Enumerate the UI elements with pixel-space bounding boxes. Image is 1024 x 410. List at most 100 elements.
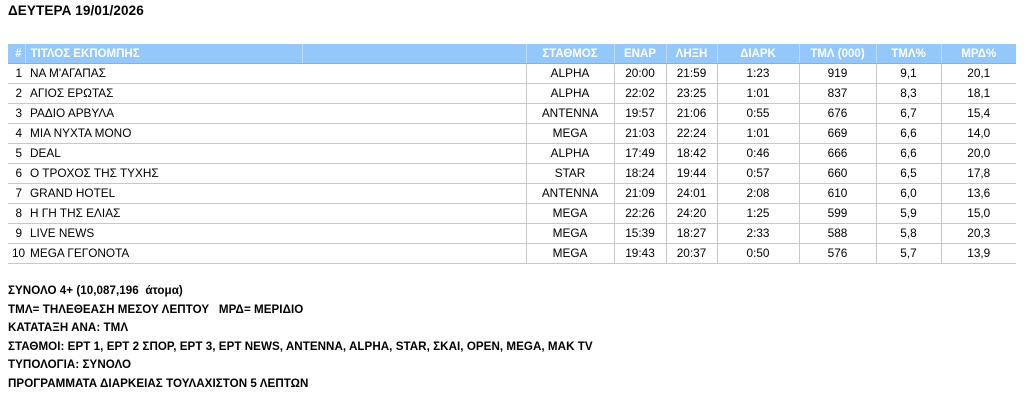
- cell-tml: 576: [799, 243, 877, 264]
- cell-tml: 660: [799, 163, 877, 184]
- cell-tml: 669: [799, 123, 877, 144]
- cell-duration: 2:08: [717, 183, 800, 204]
- cell-title: ΝΑ Μ'ΑΓΑΠΑΣ: [25, 63, 302, 84]
- cell-tml: 588: [799, 223, 877, 244]
- cell-duration: 1:01: [717, 123, 800, 144]
- cell-rank: 8: [8, 203, 25, 224]
- cell-duration: 1:25: [717, 203, 800, 224]
- cell-title: Η ΓΗ ΤΗΣ ΕΛΙΑΣ: [25, 203, 302, 224]
- cell-mrd-pct: 20,3: [941, 223, 1016, 244]
- cell-duration: 1:01: [717, 83, 800, 104]
- cell-end-time: 21:06: [666, 103, 718, 124]
- column-header-tml-pct[interactable]: ΤΜΛ%: [876, 44, 942, 64]
- table-row[interactable]: 3 ΡΑΔΙΟ ΑΡΒΥΛΑ ANTENNA 19:57 21:06 0:55 676 6,7…: [8, 103, 1016, 124]
- cell-mrd-pct: 13,6: [941, 183, 1016, 204]
- cell-start-time: 22:02: [614, 83, 667, 104]
- cell-title: GRAND HOTEL: [25, 183, 302, 204]
- cell-mrd-pct: 15,4: [941, 103, 1016, 124]
- column-header-title[interactable]: ΤΙΤΛΟΣ ΕΚΠΟΜΠΗΣ: [25, 44, 303, 64]
- cell-duration: 0:55: [717, 103, 800, 124]
- cell-title: ΑΓΙΟΣ ΕΡΩΤΑΣ: [25, 83, 302, 104]
- cell-duration: 0:46: [717, 143, 800, 164]
- footer-notes: ΣΥΝΟΛΟ 4+ (10,087,196 άτομα) ΤΜΛ= ΤΗΛΕΘΕΑ…: [8, 282, 593, 393]
- cell-mrd-pct: 18,1: [941, 83, 1016, 104]
- table-row[interactable]: 2 ΑΓΙΟΣ ΕΡΩΤΑΣ ALPHA 22:02 23:25 1:01 837 8,3 18…: [8, 83, 1016, 104]
- cell-tml: 919: [799, 63, 877, 84]
- cell-blank: [302, 223, 527, 244]
- cell-rank: 10: [8, 243, 25, 264]
- cell-tml-pct: 6,5: [876, 163, 942, 184]
- cell-mrd-pct: 15,0: [941, 203, 1016, 224]
- cell-tml: 837: [799, 83, 877, 104]
- column-header-mrd-pct[interactable]: ΜΡΔ%: [941, 44, 1016, 64]
- cell-rank: 9: [8, 223, 25, 244]
- cell-tml: 666: [799, 143, 877, 164]
- cell-tml-pct: 5,9: [876, 203, 942, 224]
- table-header-row: # ΤΙΤΛΟΣ ΕΚΠΟΜΠΗΣ ΣΤΑΘΜΟΣ ΕΝΑΡ ΛΗΞΗ ΔΙΑΡ…: [8, 44, 1016, 64]
- cell-duration: 0:57: [717, 163, 800, 184]
- cell-title: ΜΙΑ ΝΥΧΤΑ ΜΟΝΟ: [25, 123, 302, 144]
- footer-note-line: ΣΤΑΘΜΟΙ: ΕΡΤ 1, ΕΡΤ 2 ΣΠΟΡ, ΕΡΤ 3, ΕΡΤ N…: [8, 339, 593, 353]
- column-header-tml[interactable]: ΤΜΛ (000): [799, 44, 877, 64]
- table-row[interactable]: 1 ΝΑ Μ'ΑΓΑΠΑΣ ALPHA 20:00 21:59 1:23 919 9,1 20,…: [8, 63, 1016, 84]
- table-row[interactable]: 10 MEGA ΓΕΓΟΝΟΤΑ MEGA 19:43 20:37 0:50 576 5,7 1…: [8, 243, 1016, 264]
- cell-station: MEGA: [526, 223, 615, 244]
- column-header-station[interactable]: ΣΤΑΘΜΟΣ: [526, 44, 615, 64]
- cell-duration: 2:33: [717, 223, 800, 244]
- cell-tml-pct: 5,8: [876, 223, 942, 244]
- table-row[interactable]: 5 DEAL ALPHA 17:49 18:42 0:46 666 6,6 20,0: [8, 143, 1016, 164]
- cell-mrd-pct: 13,9: [941, 243, 1016, 264]
- cell-blank: [302, 243, 527, 264]
- table-row[interactable]: 7 GRAND HOTEL ANTENNA 21:09 24:01 2:08 610 6,0 1…: [8, 183, 1016, 204]
- cell-duration: 0:50: [717, 243, 800, 264]
- cell-station: ANTENNA: [526, 183, 615, 204]
- cell-blank: [302, 163, 527, 184]
- footer-note-line: ΚΑΤΑΤΑΞΗ ΑΝΑ: ΤΜΛ: [8, 321, 129, 334]
- cell-station: MEGA: [526, 203, 615, 224]
- cell-mrd-pct: 20,0: [941, 143, 1016, 164]
- cell-end-time: 22:24: [666, 123, 718, 144]
- cell-blank: [302, 123, 527, 144]
- cell-rank: 6: [8, 163, 25, 184]
- table-row[interactable]: 4 ΜΙΑ ΝΥΧΤΑ ΜΟΝΟ MEGA 21:03 22:24 1:01 669 6,6 1…: [8, 123, 1016, 144]
- cell-end-time: 24:01: [666, 183, 718, 204]
- cell-start-time: 21:03: [614, 123, 667, 144]
- cell-blank: [302, 143, 527, 164]
- table-body: 1 ΝΑ Μ'ΑΓΑΠΑΣ ALPHA 20:00 21:59 1:23 919 9,1 20,…: [8, 63, 1016, 264]
- cell-mrd-pct: 14,0: [941, 123, 1016, 144]
- column-header-start[interactable]: ΕΝΑΡ: [614, 44, 667, 64]
- cell-station: MEGA: [526, 123, 615, 144]
- cell-tml-pct: 6,7: [876, 103, 942, 124]
- footer-note-line: ΠΡΟΓΡΑΜΜΑΤΑ ΔΙΑΡΚΕΙΑΣ ΤΟΥΛΑΧΙΣΤΟΝ 5 ΛΕΠΤ…: [8, 376, 309, 390]
- cell-blank: [302, 63, 527, 84]
- cell-blank: [302, 83, 527, 104]
- cell-duration: 1:23: [717, 63, 800, 84]
- cell-end-time: 18:42: [666, 143, 718, 164]
- cell-rank: 4: [8, 123, 25, 144]
- column-header-end[interactable]: ΛΗΞΗ: [666, 44, 718, 64]
- cell-station: MEGA: [526, 243, 615, 264]
- column-header-rank[interactable]: #: [8, 44, 26, 64]
- cell-tml: 676: [799, 103, 877, 124]
- cell-rank: 1: [8, 63, 25, 84]
- cell-start-time: 18:24: [614, 163, 667, 184]
- cell-title: ΡΑΔΙΟ ΑΡΒΥΛΑ: [25, 103, 302, 124]
- table-row[interactable]: 9 LIVE NEWS MEGA 15:39 18:27 2:33 588 5,8 20,3: [8, 223, 1016, 244]
- footer-note-line: ΣΥΝΟΛΟ 4+ (10,087,196 άτομα): [8, 284, 183, 297]
- cell-start-time: 19:43: [614, 243, 667, 264]
- footer-note-line: ΤΜΛ= ΤΗΛΕΘΕΑΣΗ ΜΕΣΟΥ ΛΕΠΤΟΥ ΜΡΔ= ΜΕΡΙΔΙΟ: [8, 302, 304, 316]
- cell-rank: 5: [8, 143, 25, 164]
- cell-station: ANTENNA: [526, 103, 615, 124]
- cell-start-time: 15:39: [614, 223, 667, 244]
- column-header-blank[interactable]: [302, 44, 527, 64]
- cell-mrd-pct: 20,1: [941, 63, 1016, 84]
- cell-start-time: 20:00: [614, 63, 667, 84]
- cell-station: STAR: [526, 163, 615, 184]
- cell-start-time: 22:26: [614, 203, 667, 224]
- cell-rank: 7: [8, 183, 25, 204]
- cell-start-time: 19:57: [614, 103, 667, 124]
- column-header-duration[interactable]: ΔΙΑΡΚ: [717, 44, 800, 64]
- table-header: # ΤΙΤΛΟΣ ΕΚΠΟΜΠΗΣ ΣΤΑΘΜΟΣ ΕΝΑΡ ΛΗΞΗ ΔΙΑΡ…: [8, 44, 1016, 64]
